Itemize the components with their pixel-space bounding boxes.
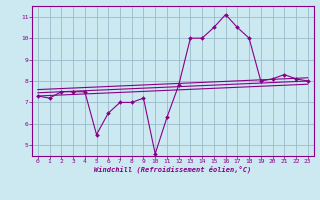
- X-axis label: Windchill (Refroidissement éolien,°C): Windchill (Refroidissement éolien,°C): [94, 166, 252, 173]
